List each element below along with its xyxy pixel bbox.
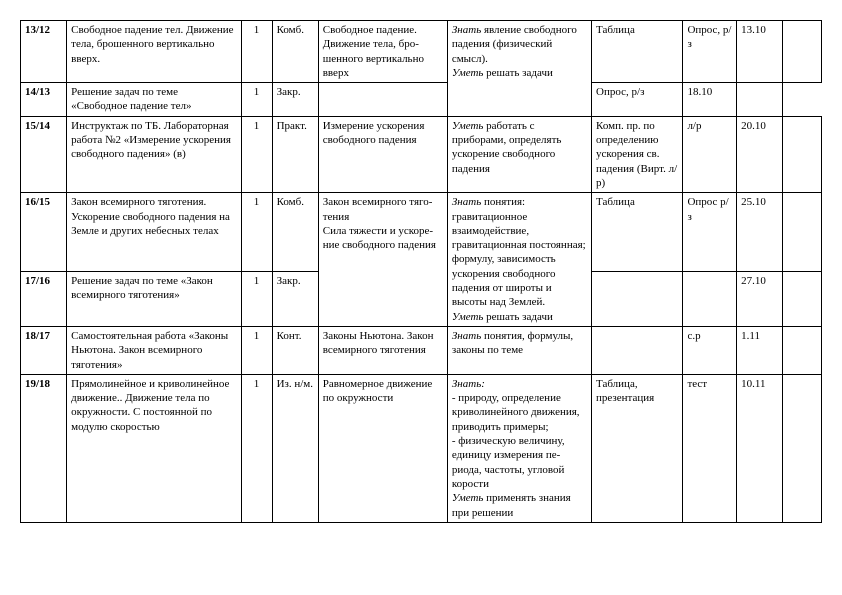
lesson-control: л/р	[683, 116, 737, 192]
lesson-type: Закр.	[272, 271, 318, 326]
lesson-date: 18.10	[683, 83, 737, 117]
lesson-number: 16/15	[21, 193, 67, 272]
lesson-content: Закон всемирного тяго-тенияСила тяжести …	[318, 193, 447, 327]
lesson-date: 25.10	[737, 193, 783, 272]
lesson-type: Конт.	[272, 326, 318, 374]
lesson-number: 14/13	[21, 83, 67, 117]
lesson-control: Опрос р/з	[683, 193, 737, 272]
lesson-control: Опрос, р/з	[592, 83, 683, 117]
lesson-equipment	[592, 271, 683, 326]
lesson-control: с.р	[683, 326, 737, 374]
lesson-hours: 1	[241, 21, 272, 83]
lesson-content: Измерение ускорения свободного падения	[318, 116, 447, 192]
lesson-requirements: Знать:- природу, определение криволинейн…	[447, 374, 591, 522]
lesson-type: Комб.	[272, 21, 318, 83]
empty-cell	[783, 271, 822, 326]
empty-cell	[737, 83, 783, 117]
lesson-type: Комб.	[272, 193, 318, 272]
lesson-hours: 1	[241, 116, 272, 192]
lesson-number: 17/16	[21, 271, 67, 326]
empty-cell	[783, 21, 822, 83]
lesson-date: 10.11	[737, 374, 783, 522]
lesson-type: Из. н/м.	[272, 374, 318, 522]
lesson-equipment: Таблица	[592, 21, 683, 83]
lesson-equipment: Комп. пр. по определению ускорения св. п…	[592, 116, 683, 192]
lesson-equipment	[592, 326, 683, 374]
lesson-requirements: Знать понятия, формулы, законы по теме	[447, 326, 591, 374]
lesson-date: 13.10	[737, 21, 783, 83]
table-row: 15/14Инструктаж по ТБ. Лабораторная рабо…	[21, 116, 822, 192]
lesson-topic: Решение задач по теме «Закон всемирного …	[67, 271, 241, 326]
lesson-requirements: Знать явление свободного падения (физиче…	[447, 21, 591, 117]
lesson-topic: Закон всемирного тяготения. Ускорение св…	[67, 193, 241, 272]
lesson-equipment: Таблица, презентация	[592, 374, 683, 522]
lesson-type: Практ.	[272, 116, 318, 192]
lesson-date: 1.11	[737, 326, 783, 374]
table-row: 19/18Прямолинейное и криволинейное движе…	[21, 374, 822, 522]
empty-cell	[783, 193, 822, 272]
lesson-content: Законы Ньютона. Закон всемирного тяготен…	[318, 326, 447, 374]
lesson-requirements: Знать понятия: гравитационное взаимодейс…	[447, 193, 591, 327]
lesson-control: Опрос, р/з	[683, 21, 737, 83]
lesson-topic: Решение задач по теме «Свободное падение…	[67, 83, 241, 117]
lesson-topic: Прямолинейное и криволинейное движение..…	[67, 374, 241, 522]
lesson-hours: 1	[241, 193, 272, 272]
empty-cell	[783, 326, 822, 374]
lesson-number: 15/14	[21, 116, 67, 192]
table-row: 13/12Свободное падение тел. Движение тел…	[21, 21, 822, 83]
empty-cell	[783, 374, 822, 522]
lesson-type: Закр.	[272, 83, 318, 117]
lesson-topic: Самостоятельная работа «Законы Ньютона. …	[67, 326, 241, 374]
curriculum-table: 13/12Свободное падение тел. Движение тел…	[20, 20, 822, 523]
lesson-control	[683, 271, 737, 326]
empty-cell	[783, 116, 822, 192]
lesson-hours: 1	[241, 83, 272, 117]
lesson-topic: Свободное падение тел. Движение тела, бр…	[67, 21, 241, 83]
table-row: 14/13Решение задач по теме «Свободное па…	[21, 83, 822, 117]
lesson-hours: 1	[241, 326, 272, 374]
lesson-number: 13/12	[21, 21, 67, 83]
lesson-content: Равномерное движение по окружности	[318, 374, 447, 522]
lesson-topic: Инструктаж по ТБ. Лабораторная работа №2…	[67, 116, 241, 192]
lesson-hours: 1	[241, 374, 272, 522]
lesson-number: 19/18	[21, 374, 67, 522]
lesson-content: Свободное падение. Движение тела, бро-ше…	[318, 21, 447, 83]
lesson-hours: 1	[241, 271, 272, 326]
lesson-equipment	[318, 83, 447, 117]
table-row: 18/17Самостоятельная работа «Законы Ньют…	[21, 326, 822, 374]
lesson-date: 27.10	[737, 271, 783, 326]
lesson-equipment: Таблица	[592, 193, 683, 272]
table-row: 16/15Закон всемирного тяготения. Ускорен…	[21, 193, 822, 272]
lesson-date: 20.10	[737, 116, 783, 192]
lesson-control: тест	[683, 374, 737, 522]
lesson-number: 18/17	[21, 326, 67, 374]
lesson-requirements: Уметь работать с приборами, определять у…	[447, 116, 591, 192]
